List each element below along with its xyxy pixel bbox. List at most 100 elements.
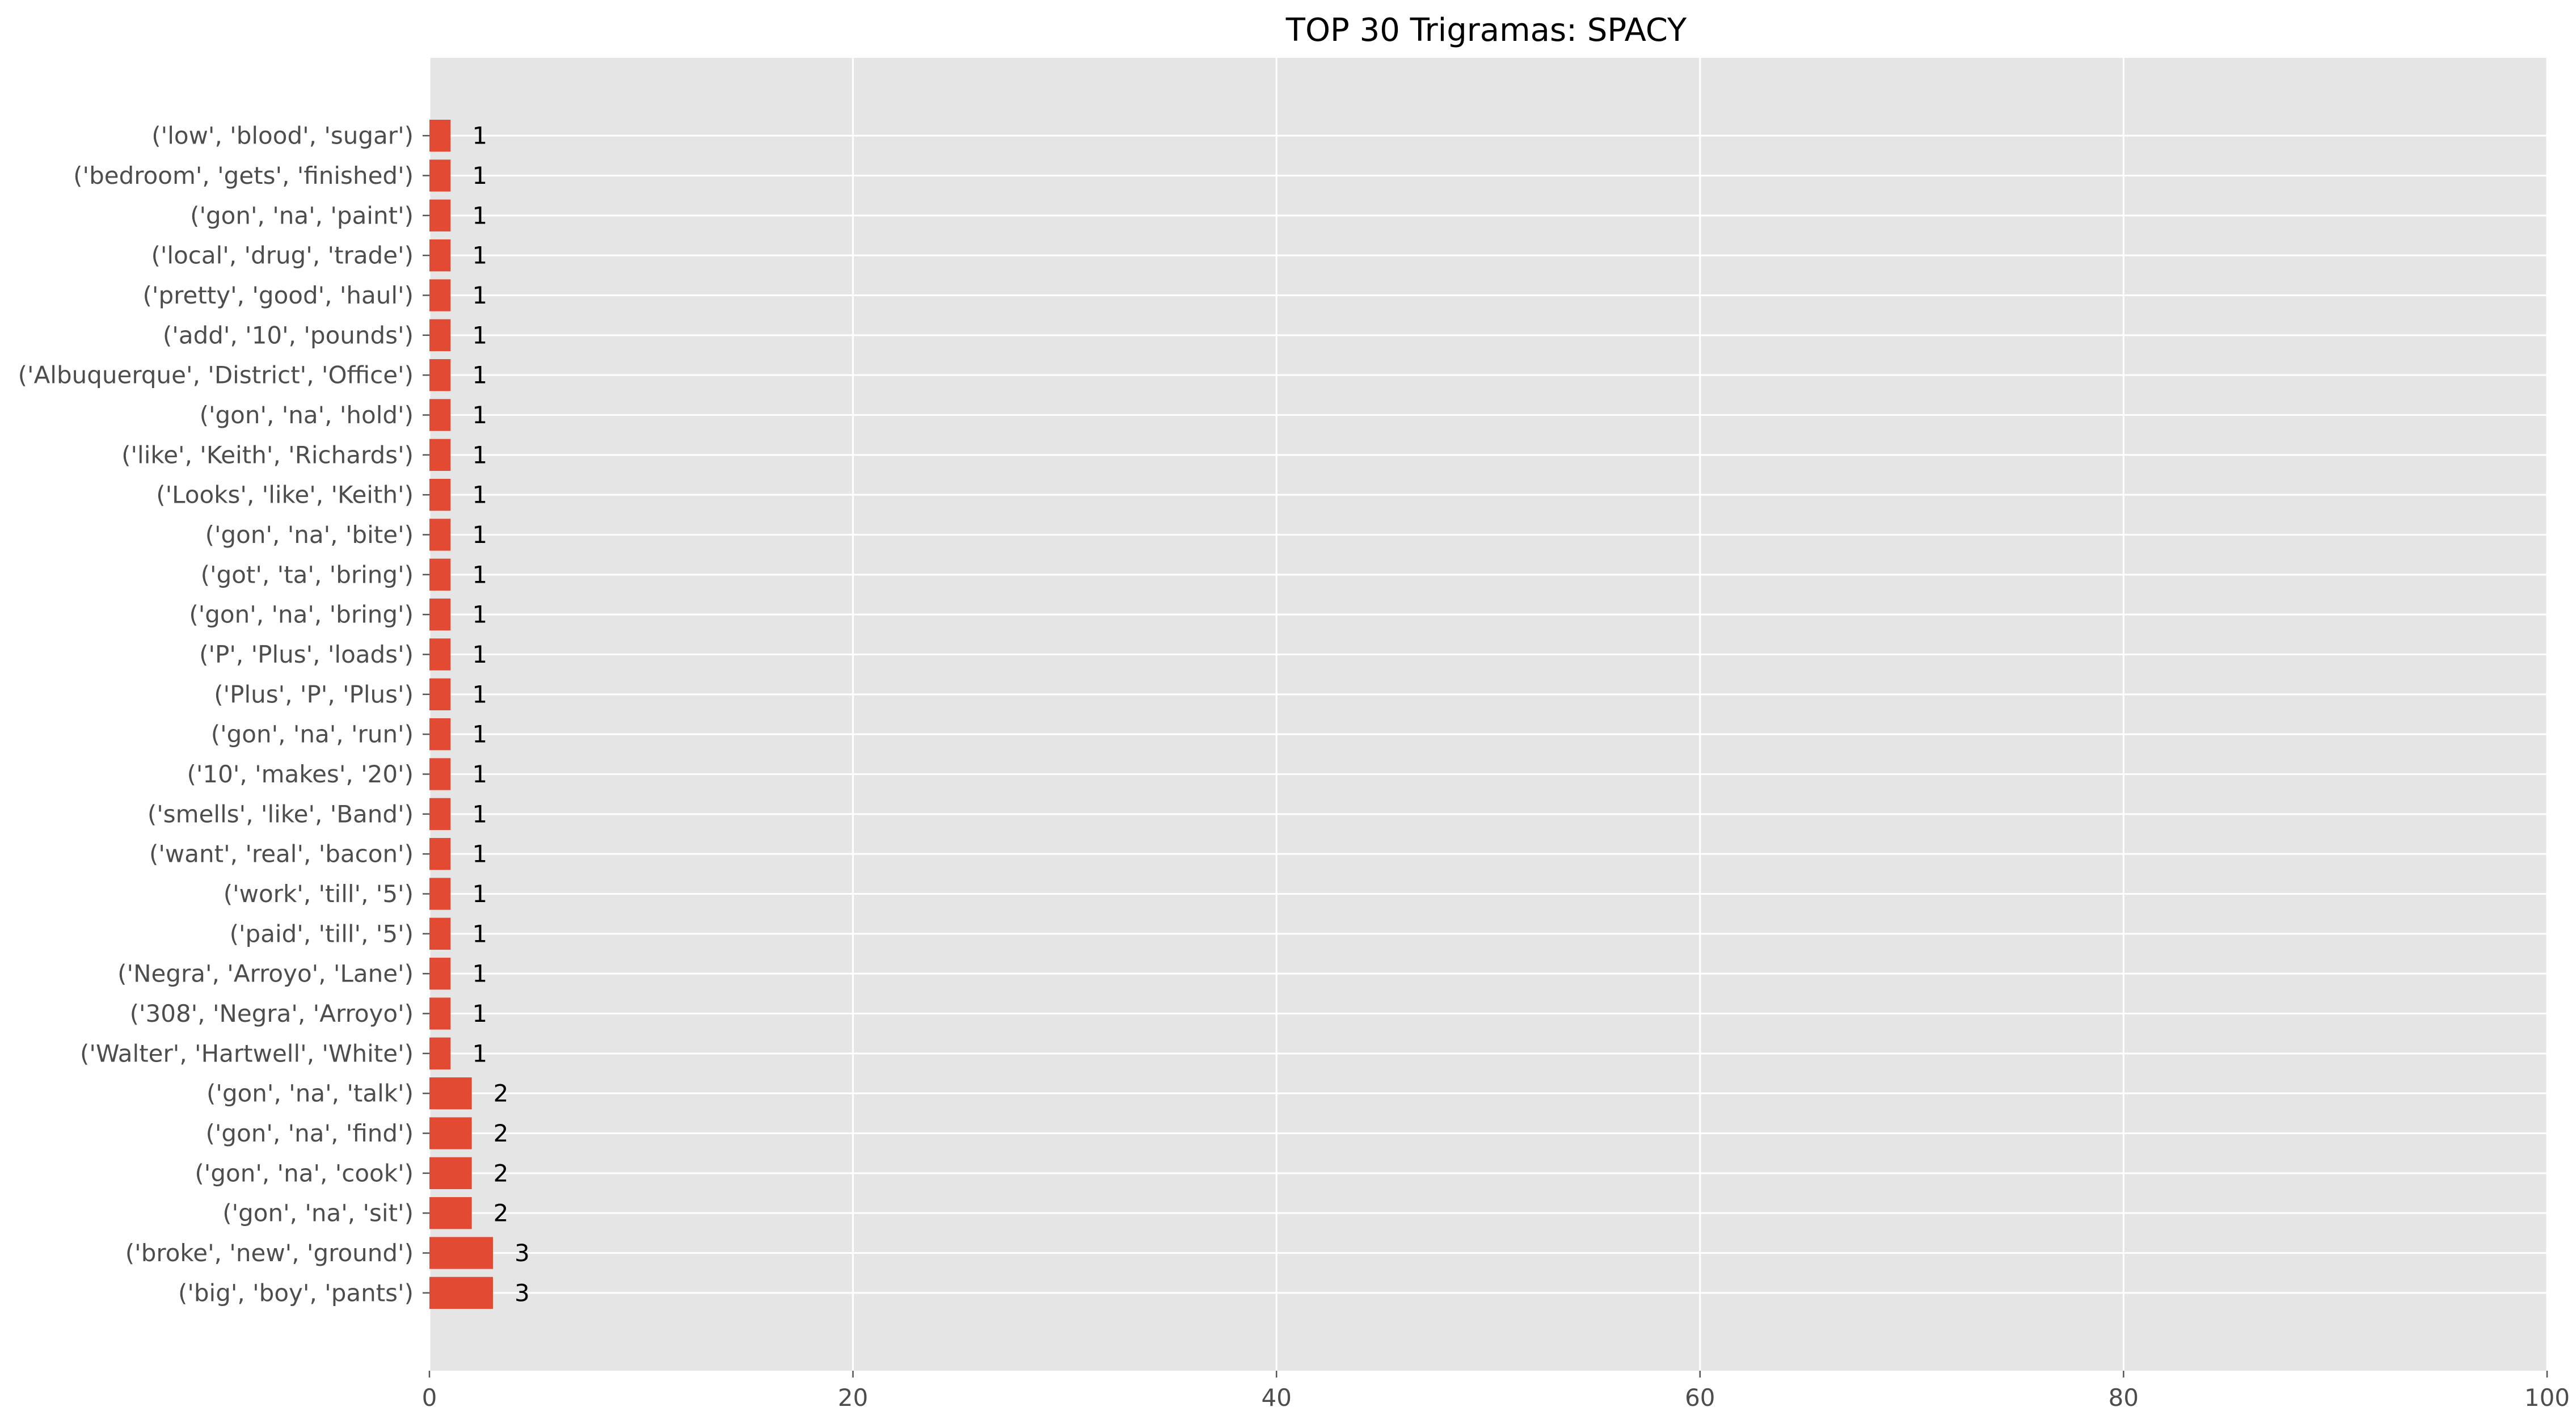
- data-label: 2: [494, 1199, 509, 1227]
- y-tick-label: ('want', 'real', 'bacon'): [149, 840, 414, 868]
- bar: [429, 718, 451, 751]
- x-tick-label: 80: [2109, 1384, 2139, 1412]
- bar: [429, 599, 451, 631]
- data-label: 1: [472, 162, 487, 189]
- data-label: 2: [494, 1159, 509, 1187]
- bar: [429, 439, 451, 471]
- data-label: 1: [472, 760, 487, 788]
- bar: [429, 399, 451, 431]
- y-tick-label: ('gon', 'na', 'run'): [211, 721, 414, 748]
- y-tick-label: ('gon', 'na', 'sit'): [222, 1199, 414, 1227]
- y-tick-label: ('Albuquerque', 'District', 'Office'): [18, 361, 414, 389]
- y-tick-label: ('broke', 'new', 'ground'): [125, 1239, 414, 1267]
- data-label: 1: [472, 1000, 487, 1027]
- data-label: 1: [472, 521, 487, 549]
- grid-lines: [428, 58, 2548, 1371]
- data-label: 1: [472, 800, 487, 828]
- bar: [429, 838, 451, 870]
- data-label: 1: [472, 840, 487, 868]
- data-label: 3: [515, 1279, 530, 1307]
- bar: [429, 1157, 472, 1189]
- bar: [429, 120, 451, 152]
- y-tick-label: ('paid', 'till', '5'): [230, 920, 414, 947]
- bar: [429, 917, 451, 950]
- bar: [429, 798, 451, 830]
- bar: [429, 1037, 451, 1069]
- x-tick-label: 60: [1685, 1384, 1715, 1412]
- data-label: 1: [472, 441, 487, 469]
- data-label: 1: [472, 680, 487, 708]
- data-label: 1: [472, 920, 487, 947]
- y-tick-label: ('308', 'Negra', 'Arroyo'): [130, 1000, 414, 1027]
- y-tick-label: ('work', 'till', '5'): [224, 880, 414, 908]
- data-label: 1: [472, 122, 487, 150]
- plot-area: [429, 58, 2547, 1371]
- bar: [429, 1117, 472, 1149]
- y-tick-label: ('gon', 'na', 'cook'): [195, 1159, 414, 1187]
- bar: [429, 239, 451, 272]
- data-label: 2: [494, 1119, 509, 1147]
- x-tick-label: 0: [422, 1384, 437, 1412]
- bar: [429, 479, 451, 511]
- y-tick-label: ('local', 'drug', 'trade'): [151, 242, 414, 269]
- bar: [429, 878, 451, 910]
- y-axis-tick-labels: ('low', 'blood', 'sugar') ('bedroom', 'ge…: [18, 122, 429, 1307]
- y-tick-label: ('Walter', 'Hartwell', 'White'): [80, 1039, 414, 1067]
- bar: [429, 319, 451, 351]
- bar: [429, 997, 451, 1030]
- y-tick-label: ('10', 'makes', '20'): [187, 760, 414, 788]
- data-label: 1: [472, 960, 487, 988]
- bar: [429, 1237, 493, 1269]
- y-tick-label: ('pretty', 'good', 'haul'): [143, 281, 414, 309]
- y-tick-label: ('big', 'boy', 'pants'): [178, 1279, 414, 1307]
- x-tick-label: 20: [838, 1384, 868, 1412]
- bar: [429, 758, 451, 790]
- bar: [429, 638, 451, 671]
- data-label: 1: [472, 281, 487, 309]
- data-label: 1: [472, 361, 487, 389]
- data-label: 3: [515, 1239, 530, 1267]
- bar: [429, 159, 451, 192]
- plot-background: [429, 58, 2547, 1371]
- y-tick-label: ('gon', 'na', 'hold'): [200, 401, 414, 429]
- data-label: 1: [472, 242, 487, 269]
- data-label: 1: [472, 401, 487, 429]
- y-tick-label: ('smells', 'like', 'Band'): [147, 800, 414, 828]
- data-label: 1: [472, 601, 487, 629]
- bar: [429, 558, 451, 591]
- chart-title: TOP 30 Trigramas: SPACY: [1285, 12, 1687, 49]
- bar: [429, 1197, 472, 1229]
- bar: [429, 359, 451, 391]
- bar: [429, 678, 451, 710]
- y-tick-label: ('gon', 'na', 'bite'): [205, 521, 414, 549]
- data-label: 2: [494, 1080, 509, 1107]
- data-label: 1: [472, 1039, 487, 1067]
- y-tick-label: ('gon', 'na', 'bring'): [189, 601, 414, 629]
- x-tick-label: 40: [1261, 1384, 1291, 1412]
- bar: [429, 1277, 493, 1309]
- data-label: 1: [472, 721, 487, 748]
- y-tick-label: ('gon', 'na', 'find'): [205, 1119, 414, 1147]
- bar: [429, 519, 451, 551]
- data-label: 1: [472, 641, 487, 668]
- data-label: 1: [472, 321, 487, 349]
- bar: [429, 199, 451, 231]
- x-axis-tick-labels: 0 20 40 60 80 100: [422, 1371, 2570, 1412]
- bar: [429, 958, 451, 990]
- y-tick-label: ('low', 'blood', 'sugar'): [151, 122, 414, 150]
- y-tick-label: ('Plus', 'P', 'Plus'): [214, 680, 414, 708]
- y-tick-label: ('gon', 'na', 'paint'): [190, 201, 414, 229]
- bar: [429, 1077, 472, 1110]
- data-label: 1: [472, 481, 487, 509]
- y-tick-label: ('Looks', 'like', 'Keith'): [156, 481, 414, 509]
- data-label: 1: [472, 201, 487, 229]
- y-tick-label: ('Negra', 'Arroyo', 'Lane'): [117, 960, 414, 988]
- bar: [429, 279, 451, 311]
- data-label: 1: [472, 880, 487, 908]
- bars: [429, 120, 493, 1309]
- y-tick-label: ('bedroom', 'gets', 'finished'): [73, 162, 414, 189]
- y-tick-label: ('like', 'Keith', 'Richards'): [121, 441, 414, 469]
